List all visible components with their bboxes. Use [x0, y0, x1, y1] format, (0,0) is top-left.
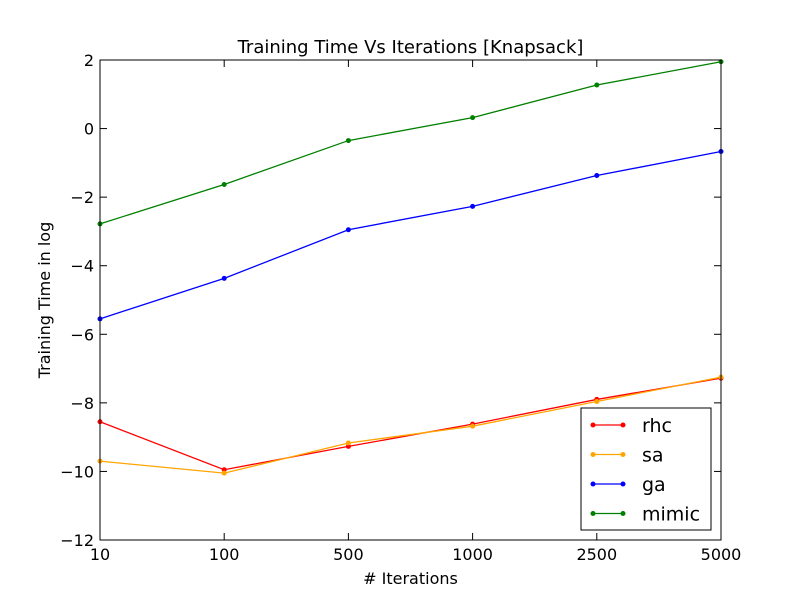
x-tick-label: 100: [209, 545, 240, 564]
data-point-rhc: [221, 467, 227, 473]
data-point-rhc: [345, 443, 351, 449]
legend-box: [580, 407, 712, 531]
legend: rhc sa ga mimic: [580, 407, 712, 531]
legend-marker: [590, 481, 596, 487]
x-tick-label: 10: [90, 545, 110, 564]
data-point-ga: [221, 275, 227, 281]
series-line-rhc: [99, 377, 722, 471]
x-axis: 10 100 500 1000 2500 5000: [90, 60, 742, 564]
data-point-sa: [221, 470, 227, 476]
x-tick-label: 1000: [452, 545, 493, 564]
data-point-sa: [594, 398, 600, 404]
y-axis-label: Training Time in log: [35, 222, 54, 380]
data-point-mimic: [594, 82, 600, 88]
data-point-mimic: [345, 138, 351, 144]
legend-marker: [620, 511, 626, 516]
series-line-mimic: [99, 61, 722, 225]
x-axis-label: # Iterations: [363, 569, 458, 588]
legend-label-rhc: rhc: [642, 415, 672, 437]
x-tick-label: 500: [333, 545, 364, 564]
legend-marker: [590, 452, 596, 457]
data-point-ga: [345, 227, 351, 233]
y-tick-label: 2: [84, 51, 94, 70]
data-point-ga: [594, 173, 600, 179]
y-tick-label: −4: [70, 257, 94, 276]
y-tick-label: −12: [60, 531, 94, 550]
legend-marker: [590, 422, 596, 428]
y-tick-label: −8: [70, 394, 94, 413]
plot-frame: [99, 59, 722, 541]
legend-label-mimic: mimic: [642, 504, 700, 526]
legend-marker: [590, 511, 596, 516]
plot-lines: [97, 59, 724, 476]
legend-marker: [620, 452, 626, 457]
legend-label-sa: sa: [642, 445, 664, 467]
chart-title: Training Time Vs Iterations [Knapsack]: [237, 37, 584, 58]
series-line-sa: [99, 376, 722, 474]
x-tick-label: 2500: [576, 545, 617, 564]
series-line-ga: [99, 150, 722, 320]
legend-marker: [620, 481, 626, 487]
y-tick-label: 0: [84, 120, 94, 139]
legend-label-ga: ga: [642, 474, 666, 496]
y-tick-label: −2: [70, 188, 94, 207]
data-point-mimic: [470, 115, 476, 121]
x-tick-label: 5000: [701, 545, 742, 564]
data-point-sa: [470, 423, 476, 429]
data-point-sa: [345, 440, 351, 446]
data-point-mimic: [221, 181, 227, 187]
y-axis: 2 0 −2 −4 −6 −8 −10 −12: [60, 51, 721, 550]
y-tick-label: −6: [70, 325, 94, 344]
data-point-ga: [470, 203, 476, 209]
legend-marker: [620, 422, 626, 428]
y-tick-label: −10: [60, 462, 94, 481]
